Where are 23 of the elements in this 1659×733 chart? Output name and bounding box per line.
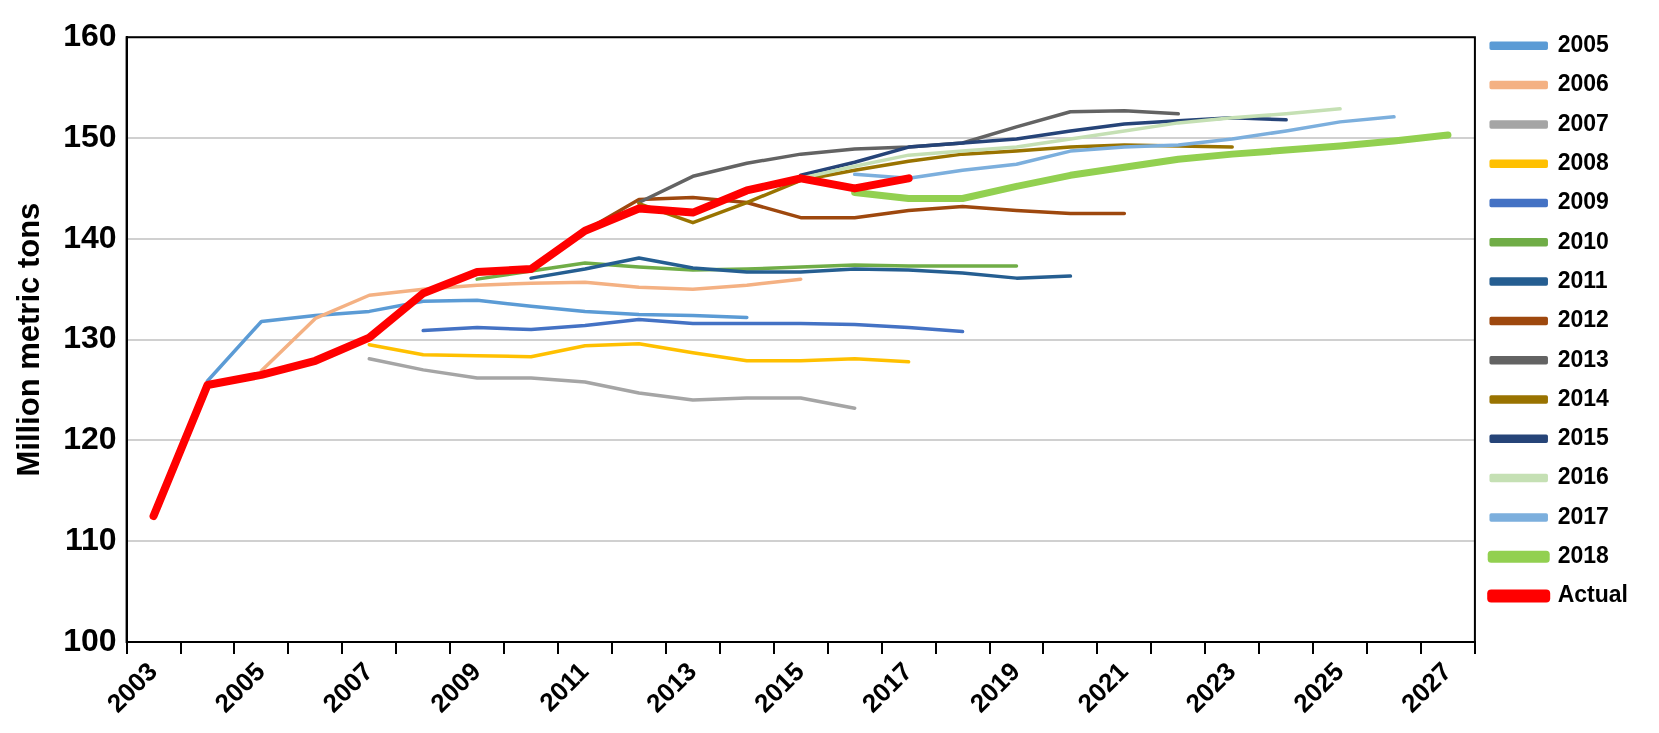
legend-label: 2014 <box>1557 384 1610 411</box>
legend-label: 2005 <box>1557 31 1610 58</box>
legend-label: 2012 <box>1557 306 1609 333</box>
legend-label: 2009 <box>1557 188 1609 215</box>
y-tick-label: 160 <box>63 17 117 54</box>
legend-label: 2016 <box>1557 463 1609 490</box>
y-axis-title: Million metric tons <box>11 202 47 477</box>
legend-label: 2018 <box>1557 542 1610 569</box>
y-tick-label: 130 <box>63 319 117 356</box>
y-tick-label: 150 <box>63 117 117 154</box>
legend-label: 2006 <box>1557 70 1609 97</box>
y-tick-label: 100 <box>63 621 117 658</box>
y-tick-label: 140 <box>63 218 117 255</box>
legend-label: 2008 <box>1557 149 1610 176</box>
legend-label: 2010 <box>1557 227 1609 254</box>
legend-label: 2013 <box>1557 345 1609 372</box>
y-tick-label: 120 <box>63 420 117 457</box>
legend-label: 2007 <box>1557 109 1609 136</box>
y-tick-label: 110 <box>64 521 117 558</box>
legend-label: 2015 <box>1557 424 1610 451</box>
legend-label: 2017 <box>1557 502 1609 529</box>
legend-label: 2011 <box>1557 266 1608 293</box>
legend-label: Actual <box>1557 581 1629 608</box>
